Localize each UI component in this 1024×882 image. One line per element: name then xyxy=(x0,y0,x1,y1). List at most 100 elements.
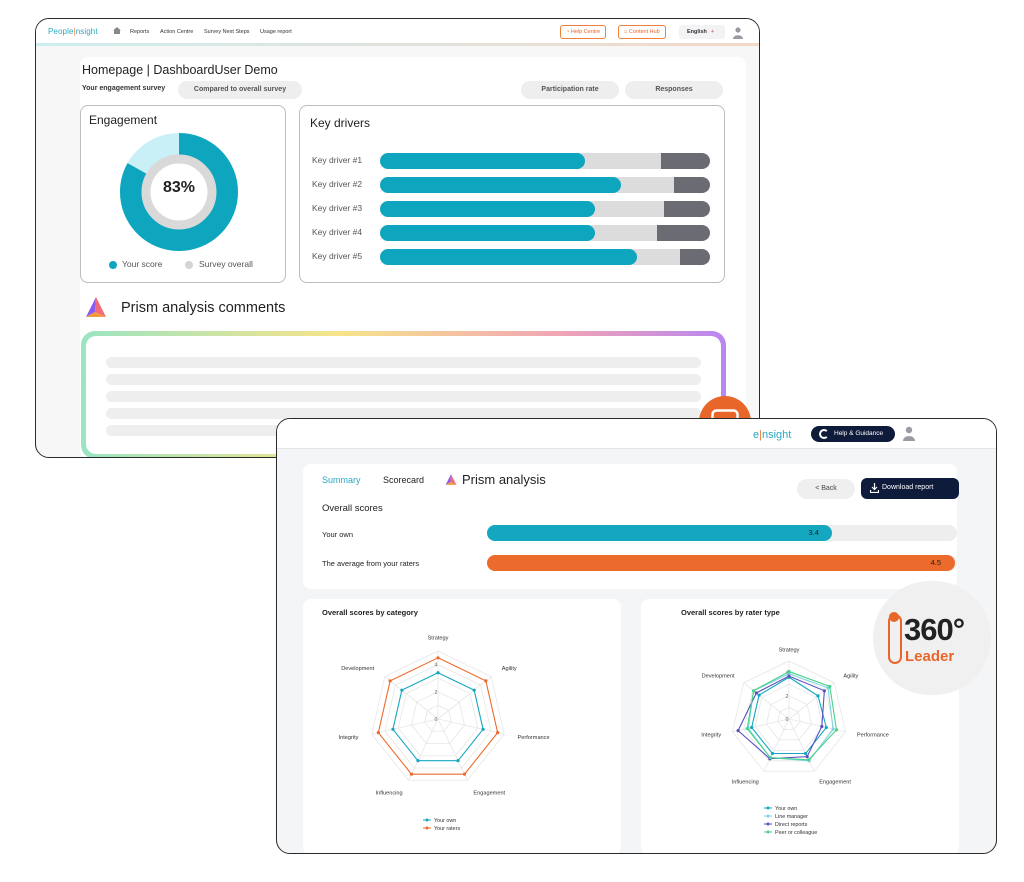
engagement-donut xyxy=(120,133,238,251)
radar-legend-marker xyxy=(766,814,770,818)
radar-series-point xyxy=(462,772,467,776)
radar-tick-label: 0 xyxy=(786,717,789,723)
badge-360-text: 360° xyxy=(904,612,965,647)
help-centre-button[interactable]: ◔ Help Centre xyxy=(560,25,607,39)
tab-scorecard[interactable]: Scorecard xyxy=(383,475,425,485)
radar-tick-label: 0 xyxy=(435,717,438,723)
radar-series-point xyxy=(436,671,440,675)
radar-axis-label: Influencing xyxy=(732,780,759,786)
radar-series-point xyxy=(400,688,404,692)
radar-series-point xyxy=(376,731,380,735)
radar-legend-label: Your own xyxy=(434,818,456,824)
radar-grid-ring xyxy=(371,650,505,781)
radar-series-point xyxy=(820,724,824,729)
key-driver-bar-score xyxy=(380,225,595,241)
radar-grid-ring xyxy=(411,691,465,744)
radar-spoke xyxy=(437,718,468,781)
key-driver-label: Key driver #5 xyxy=(312,251,363,261)
radar-axis-label: Influencing xyxy=(376,791,403,797)
score-fill-your-own xyxy=(487,525,833,541)
key-driver-bar-score xyxy=(380,249,638,265)
nav-action-centre[interactable]: Action Centre xyxy=(160,29,194,35)
category-chart-title: Overall scores by category xyxy=(322,608,418,617)
radar-spoke xyxy=(384,676,439,720)
radar-series-point xyxy=(436,656,440,660)
radar-legend-marker xyxy=(425,826,429,830)
radar-axis-label: Integrity xyxy=(339,735,359,741)
help-ring-icon xyxy=(819,429,829,439)
skeleton-line xyxy=(106,391,701,402)
badge-leader-text: Leader xyxy=(905,648,955,665)
radar-series-point xyxy=(745,726,749,731)
radar-axis-label: Engagement xyxy=(473,791,505,797)
radar-series-point xyxy=(409,772,414,776)
responses-button[interactable]: Responses xyxy=(625,81,723,99)
home-icon[interactable] xyxy=(113,27,121,34)
key-driver-bar xyxy=(380,153,710,169)
people-insight-logo[interactable]: People|nsight xyxy=(48,27,98,36)
radar-grid-ring xyxy=(777,706,801,730)
radar-series-point xyxy=(831,727,835,731)
radar-axis-label: Performance xyxy=(518,735,550,741)
score-label-raters: The average from your raters xyxy=(322,559,420,568)
radar-series-point xyxy=(750,725,754,730)
prism-comments-title: Prism analysis comments xyxy=(121,300,286,316)
nav-usage-report[interactable]: Usage report xyxy=(260,29,292,35)
back-button[interactable]: < Back xyxy=(797,479,855,499)
radar-axis-label: Strategy xyxy=(779,647,800,653)
key-driver-label: Key driver #4 xyxy=(312,227,363,237)
radar-series-point xyxy=(816,694,820,698)
people-insight-logo-2[interactable]: e|nsight xyxy=(753,429,792,441)
radar-grid-ring xyxy=(732,660,846,772)
category-radar-chart: Strategy Agility Performance Engagement Infl… xyxy=(339,635,550,832)
key-driver-bar xyxy=(380,201,710,217)
survey-label: Your engagement survey xyxy=(82,85,166,92)
score-fill-raters xyxy=(487,555,955,571)
legend-your-score: Your score xyxy=(122,259,163,269)
donut-gap xyxy=(142,155,216,229)
radar-series-point xyxy=(828,684,832,689)
radar-series-point xyxy=(805,755,809,759)
radar-axis-label: Agility xyxy=(843,674,858,680)
user-avatar-icon[interactable] xyxy=(733,27,743,39)
360-leader-badge xyxy=(873,581,991,695)
score-label-your-own: Your own xyxy=(322,530,353,539)
survey-overall-dot xyxy=(185,261,193,269)
skeleton-line xyxy=(106,357,701,368)
radar-series-point xyxy=(804,751,808,756)
radar-series-line xyxy=(392,672,484,762)
nav-reports[interactable]: Reports xyxy=(130,29,150,35)
radar-axis-label: Development xyxy=(341,666,374,672)
nav-survey-next-steps[interactable]: Survey Next Steps xyxy=(204,29,250,35)
radar-axis-label: Engagement xyxy=(819,780,851,786)
radar-tick-label: 2 xyxy=(786,694,789,700)
radar-series-point xyxy=(388,679,392,683)
user-avatar-icon[interactable] xyxy=(903,426,915,441)
page-title: Homepage | DashboardUser Demo xyxy=(82,63,278,77)
participation-rate-button[interactable]: Participation rate xyxy=(521,81,619,99)
radar-series-point xyxy=(496,731,500,735)
radar-legend-marker xyxy=(425,818,429,822)
content-hub-button[interactable]: ⌂ Content Hub xyxy=(618,25,666,39)
download-report-button[interactable]: Download report xyxy=(861,478,959,499)
compare-overall-button[interactable]: Compared to overall survey xyxy=(178,81,302,99)
radar-legend-label: Direct reports xyxy=(775,822,808,828)
tab-prism-analysis[interactable]: Prism analysis xyxy=(462,472,546,487)
radar-axis-label: Development xyxy=(702,674,735,680)
tab-summary[interactable]: Summary xyxy=(322,475,361,485)
radar-series-point xyxy=(391,727,395,731)
your-score-dot xyxy=(109,261,117,269)
radar-axis-label: Strategy xyxy=(428,635,449,641)
radar-spoke xyxy=(788,718,815,772)
score-bar-raters: 4.5 xyxy=(487,555,957,571)
radar-series-line xyxy=(746,670,838,761)
radar-series-point xyxy=(481,727,485,731)
radar-legend-marker xyxy=(766,830,770,834)
radar-legend-marker xyxy=(766,822,770,826)
key-driver-bar-score xyxy=(380,201,595,217)
radar-spoke xyxy=(408,718,439,781)
language-selector[interactable]: English + xyxy=(679,25,725,39)
score-bar-your-own: 3.4 xyxy=(487,525,957,541)
download-icon xyxy=(870,483,879,493)
help-guidance-button[interactable]: Help & Guidance xyxy=(811,426,895,442)
